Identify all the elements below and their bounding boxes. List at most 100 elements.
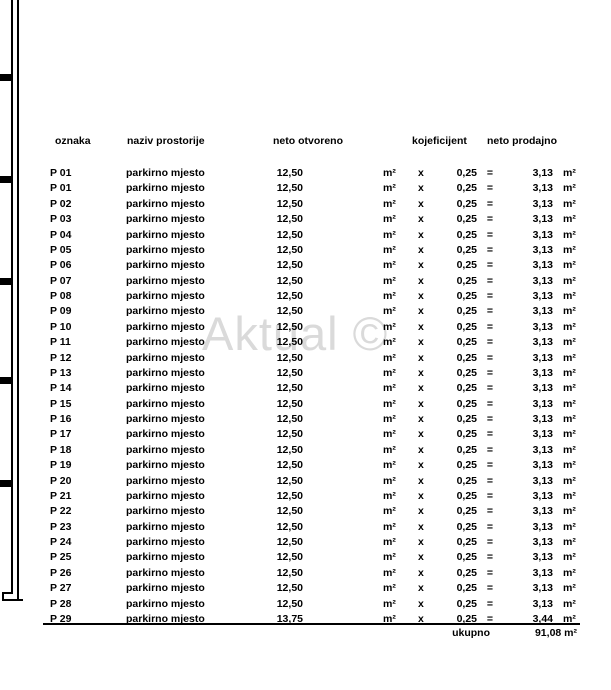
cell-naziv-prostorije: parkirno mjesto: [126, 428, 205, 441]
cell-naziv-prostorije: parkirno mjesto: [126, 566, 205, 579]
cell-neto-otvoreno: 12,50: [276, 228, 303, 241]
column-header-naziv-prostorije: naziv prostorije: [127, 135, 205, 147]
cell-oznaka: P 03: [50, 213, 72, 226]
cell-neto-prodajno: 3,13: [532, 597, 553, 610]
cell-equals-sign: =: [486, 336, 494, 349]
cell-unit-m2: m²: [383, 443, 396, 456]
cell-neto-otvoreno: 12,50: [276, 566, 303, 579]
column-header-oznaka: oznaka: [55, 135, 91, 147]
cell-koeficijent: 0,25: [456, 397, 477, 410]
table-row: P 14 parkirno mjesto 12,50 m² x 0,25 = 3…: [50, 381, 593, 396]
cell-naziv-prostorije: parkirno mjesto: [126, 536, 205, 548]
cell-koeficijent: 0,25: [456, 366, 477, 379]
cell-neto-otvoreno: 12,50: [276, 551, 303, 564]
cell-unit2-m2: m²: [563, 213, 576, 226]
cell-multiply-sign: x: [418, 305, 424, 318]
cell-multiply-sign: x: [418, 228, 424, 241]
table-row: P 07 parkirno mjesto 12,50 m² x 0,25 = 3…: [50, 274, 593, 289]
cell-equals-sign: =: [486, 551, 494, 564]
frame-corner-line: [2, 599, 23, 601]
cell-unit2-m2: m²: [563, 182, 576, 195]
frame-corner-line: [2, 592, 12, 594]
cell-neto-prodajno: 3,13: [532, 243, 553, 256]
cell-naziv-prostorije: parkirno mjesto: [126, 259, 205, 272]
cell-oznaka: P 22: [50, 505, 72, 518]
cell-naziv-prostorije: parkirno mjesto: [126, 612, 205, 625]
cell-equals-sign: =: [486, 213, 494, 226]
total-value: 91,08 m²: [534, 627, 577, 639]
cell-multiply-sign: x: [418, 489, 424, 502]
table-header-row: oznaka naziv prostorije neto otvoreno ko…: [50, 135, 600, 150]
cell-neto-otvoreno: 12,50: [276, 259, 303, 272]
cell-koeficijent: 0,25: [456, 413, 477, 425]
cell-oznaka: P 24: [50, 536, 72, 548]
cell-equals-sign: =: [486, 489, 494, 502]
cell-koeficijent: 0,25: [456, 474, 477, 487]
cell-unit-m2: m²: [383, 551, 396, 564]
cell-neto-prodajno: 3,13: [532, 213, 553, 226]
cell-naziv-prostorije: parkirno mjesto: [126, 443, 205, 456]
cell-equals-sign: =: [486, 259, 494, 272]
cell-unit-m2: m²: [383, 274, 396, 287]
cell-equals-sign: =: [486, 520, 494, 533]
cell-unit2-m2: m²: [563, 351, 576, 364]
cell-unit2-m2: m²: [563, 489, 576, 502]
cell-unit-m2: m²: [383, 474, 396, 487]
cell-koeficijent: 0,25: [456, 489, 477, 502]
cell-unit2-m2: m²: [563, 243, 576, 256]
cell-neto-otvoreno: 12,50: [276, 459, 303, 472]
cell-neto-otvoreno: 12,50: [276, 167, 303, 179]
table-row: P 13 parkirno mjesto 12,50 m² x 0,25 = 3…: [50, 366, 593, 381]
cell-oznaka: P 01: [50, 167, 72, 179]
cell-multiply-sign: x: [418, 182, 424, 195]
cell-oznaka: P 15: [50, 397, 72, 410]
table-row: P 20 parkirno mjesto 12,50 m² x 0,25 = 3…: [50, 474, 593, 489]
cell-equals-sign: =: [486, 167, 494, 179]
table-row: P 16 parkirno mjesto 12,50 m² x 0,25 = 3…: [50, 412, 593, 427]
cell-naziv-prostorije: parkirno mjesto: [126, 228, 205, 241]
cell-unit-m2: m²: [383, 566, 396, 579]
cell-unit-m2: m²: [383, 505, 396, 518]
cell-unit2-m2: m²: [563, 366, 576, 379]
cell-naziv-prostorije: parkirno mjesto: [126, 213, 205, 226]
table-row: P 17 parkirno mjesto 12,50 m² x 0,25 = 3…: [50, 427, 593, 442]
cell-neto-otvoreno: 12,50: [276, 428, 303, 441]
column-header-neto-otvoreno: neto otvoreno: [273, 135, 343, 147]
column-header-koeficijent: kojeficijent: [412, 135, 467, 147]
cell-neto-otvoreno: 12,50: [276, 443, 303, 456]
table-row: P 05 parkirno mjesto 12,50 m² x 0,25 = 3…: [50, 243, 593, 258]
cell-neto-prodajno: 3,13: [532, 474, 553, 487]
cell-unit-m2: m²: [383, 612, 396, 625]
cell-unit2-m2: m²: [563, 443, 576, 456]
cell-unit-m2: m²: [383, 520, 396, 533]
cell-unit-m2: m²: [383, 305, 396, 318]
cell-koeficijent: 0,25: [456, 228, 477, 241]
cell-neto-prodajno: 3,13: [532, 366, 553, 379]
cell-neto-prodajno: 3,13: [532, 397, 553, 410]
cell-unit2-m2: m²: [563, 305, 576, 318]
cell-multiply-sign: x: [418, 459, 424, 472]
cell-koeficijent: 0,25: [456, 351, 477, 364]
cell-unit2-m2: m²: [563, 397, 576, 410]
cell-unit2-m2: m²: [563, 428, 576, 441]
cell-multiply-sign: x: [418, 397, 424, 410]
cell-unit2-m2: m²: [563, 582, 576, 595]
cell-equals-sign: =: [486, 182, 494, 195]
table-row: P 19 parkirno mjesto 12,50 m² x 0,25 = 3…: [50, 458, 593, 473]
cell-unit2-m2: m²: [563, 597, 576, 610]
cell-multiply-sign: x: [418, 290, 424, 302]
cell-unit-m2: m²: [383, 536, 396, 548]
cell-koeficijent: 0,25: [456, 336, 477, 349]
cell-naziv-prostorije: parkirno mjesto: [126, 305, 205, 318]
table-row: P 01 parkirno mjesto 12,50 m² x 0,25 = 3…: [50, 181, 593, 196]
cell-neto-prodajno: 3,13: [532, 351, 553, 364]
cell-neto-prodajno: 3,13: [532, 290, 553, 302]
cell-neto-prodajno: 3,44: [532, 612, 553, 625]
table-row: P 10 parkirno mjesto 12,50 m² x 0,25 = 3…: [50, 320, 593, 335]
tick-mark: [0, 377, 11, 384]
cell-multiply-sign: x: [418, 474, 424, 487]
cell-naziv-prostorije: parkirno mjesto: [126, 413, 205, 425]
cell-equals-sign: =: [486, 597, 494, 610]
cell-oznaka: P 29: [50, 612, 72, 625]
cell-koeficijent: 0,25: [456, 536, 477, 548]
